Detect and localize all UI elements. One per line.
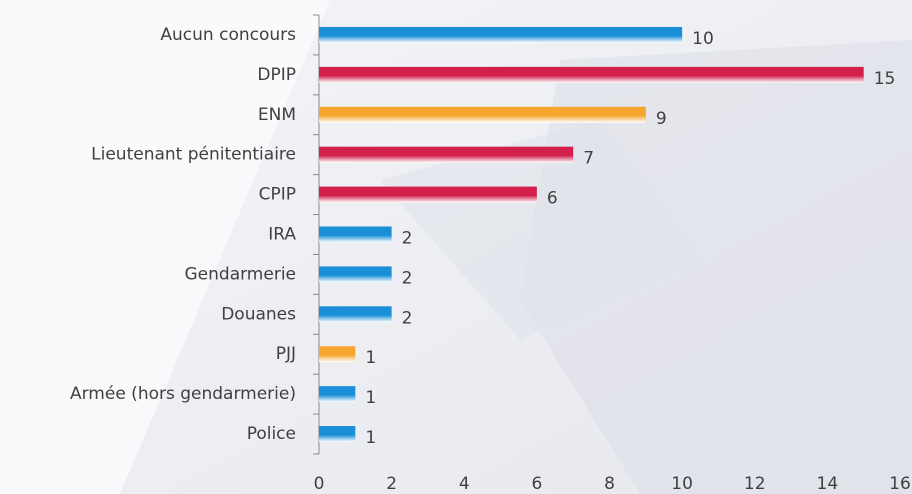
bar bbox=[319, 66, 864, 83]
bar bbox=[319, 426, 356, 443]
bar bbox=[319, 306, 392, 323]
x-tick-label: 10 bbox=[671, 474, 693, 494]
value-label: 1 bbox=[365, 428, 376, 448]
x-tick-label: 8 bbox=[604, 474, 615, 494]
x-tick-label: 16 bbox=[889, 474, 911, 494]
y-tick-label: Gendarmerie bbox=[185, 264, 297, 284]
background-shape bbox=[0, 0, 330, 494]
value-label: 10 bbox=[692, 29, 714, 49]
x-tick-label: 6 bbox=[531, 474, 542, 494]
y-tick-label: Police bbox=[247, 424, 296, 444]
y-tick-label: Douanes bbox=[221, 304, 296, 324]
value-label: 1 bbox=[365, 388, 376, 408]
background-shape bbox=[380, 120, 700, 340]
y-tick-label: Lieutenant pénitentiaire bbox=[91, 145, 296, 165]
x-tick-label: 2 bbox=[386, 474, 397, 494]
x-tick-label: 12 bbox=[744, 474, 766, 494]
bar bbox=[319, 26, 683, 43]
bar bbox=[319, 106, 646, 123]
value-label: 1 bbox=[365, 348, 376, 368]
x-tick-label: 0 bbox=[314, 474, 325, 494]
y-tick-label: PJJ bbox=[276, 344, 296, 364]
bar bbox=[319, 346, 356, 363]
value-label: 2 bbox=[402, 268, 413, 288]
value-label: 7 bbox=[583, 149, 594, 169]
value-label: 9 bbox=[656, 109, 667, 129]
bar bbox=[319, 146, 574, 163]
x-tick-label: 4 bbox=[459, 474, 470, 494]
value-label: 6 bbox=[547, 189, 558, 209]
y-tick-label: DPIP bbox=[257, 65, 296, 85]
bar bbox=[319, 226, 392, 243]
y-tick-label: IRA bbox=[268, 225, 296, 245]
value-label: 15 bbox=[874, 69, 896, 89]
x-tick-label: 14 bbox=[817, 474, 839, 494]
y-tick-label: Aucun concours bbox=[160, 25, 296, 45]
value-label: 2 bbox=[402, 229, 413, 249]
bar bbox=[319, 266, 392, 283]
y-tick-label: CPIP bbox=[259, 185, 296, 205]
value-label: 2 bbox=[402, 308, 413, 328]
y-tick-label: ENM bbox=[258, 105, 296, 125]
y-tick-label: Armée (hors gendarmerie) bbox=[70, 384, 296, 404]
bar bbox=[319, 186, 537, 203]
bar bbox=[319, 386, 356, 403]
